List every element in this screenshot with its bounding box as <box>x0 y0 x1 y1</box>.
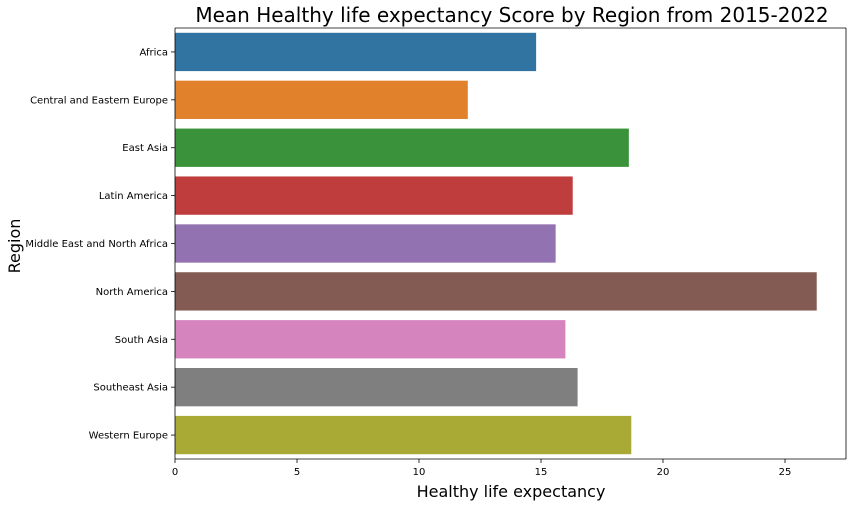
y-tick-label: Western Europe <box>89 431 168 442</box>
y-tick-label: Latin America <box>99 191 168 202</box>
x-tick-label: 10 <box>413 467 426 478</box>
bar <box>175 368 578 407</box>
y-axis-label: Region <box>5 219 24 274</box>
y-tick-label: East Asia <box>122 143 168 154</box>
bar <box>175 272 817 311</box>
x-axis-label: Healthy life expectancy <box>417 482 606 501</box>
x-tick-label: 5 <box>294 467 300 478</box>
y-tick-label: North America <box>96 287 168 298</box>
y-tick-label: Africa <box>139 47 168 58</box>
x-tick-label: 25 <box>779 467 792 478</box>
bar <box>175 176 573 215</box>
chart-title: Mean Healthy life expectancy Score by Re… <box>195 3 828 27</box>
bar <box>175 224 556 263</box>
bar <box>175 80 468 119</box>
y-tick-label: Middle East and North Africa <box>25 239 168 250</box>
bar <box>175 320 566 359</box>
bar <box>175 415 632 455</box>
x-tick-label: 15 <box>535 467 548 478</box>
y-tick-label: South Asia <box>115 335 168 346</box>
bar <box>175 32 537 72</box>
bar <box>175 128 629 167</box>
y-tick-label: Central and Eastern Europe <box>30 95 168 106</box>
x-tick-label: 20 <box>657 467 670 478</box>
x-tick-label: 0 <box>172 467 178 478</box>
plot-area: Africa Central and Eastern Europe East Asi… <box>25 27 847 478</box>
y-tick-label: Southeast Asia <box>93 383 168 394</box>
